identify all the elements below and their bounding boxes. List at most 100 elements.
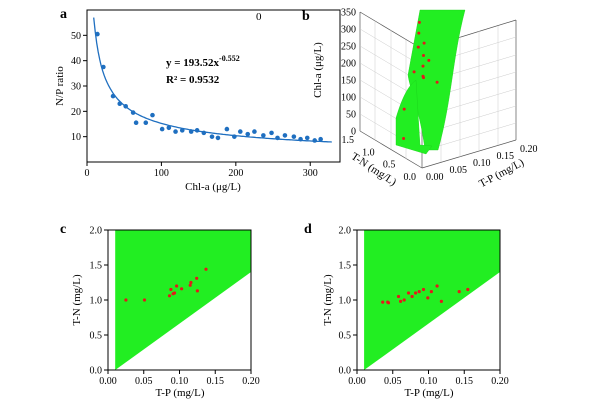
z-axis-title-b: Chl-a (μg/L)	[312, 42, 324, 98]
z-tick-label-b: 300	[341, 25, 356, 36]
data-point-c	[142, 298, 147, 302]
x-tick-label-a: 0	[85, 168, 90, 179]
data-point-a	[166, 125, 172, 131]
y-tick-label-c: 2.0	[90, 226, 103, 237]
y-tick-label-b: 0.00	[426, 172, 444, 183]
y-tick-label-d: 0.5	[339, 331, 352, 342]
y-tick-label-a: 40	[71, 56, 81, 67]
y-axis-title-a: N/P ratio	[54, 66, 66, 106]
x-tick-label-d: 0.05	[384, 376, 402, 387]
data-point-a	[282, 133, 288, 138]
data-points-b	[402, 20, 439, 140]
data-point-a	[201, 130, 207, 136]
data-point-a	[95, 31, 100, 37]
data-point-a	[150, 112, 155, 118]
data-point-b	[417, 31, 421, 35]
data-point-a	[123, 103, 128, 109]
data-point-a	[261, 133, 266, 138]
data-point-a	[159, 126, 165, 132]
data-point-a	[298, 136, 303, 142]
data-points-c	[124, 267, 208, 302]
z-tick-label-b: 50	[346, 110, 356, 121]
data-point-b	[417, 20, 421, 24]
data-point-b	[422, 54, 425, 57]
green-surface-lower	[395, 79, 433, 155]
data-point-a	[312, 138, 318, 143]
x-tick-label-d: 0.15	[456, 376, 474, 387]
z-tick-label-b: 150	[341, 76, 356, 87]
data-point-a	[232, 134, 237, 139]
x-tick-label-d: 0.10	[420, 376, 438, 387]
data-point-b	[427, 58, 431, 62]
y-axis-ticks-b: 0.00 0.05 0.10 0.15 0.20	[426, 144, 538, 183]
axis-ticks-a: 0 100 200 300 10 20 30 40 50	[71, 31, 318, 179]
panel-c-label: c	[60, 222, 66, 237]
data-point-c	[189, 280, 193, 285]
panel-d: d 0.00 0.05 0.10 0.15 0.20 0.0 0.5 1.0 1.5 2.0 T-…	[304, 222, 509, 399]
y-tick-label-a: 30	[71, 82, 81, 93]
data-point-a	[143, 120, 149, 126]
z-tick-label-b: 350	[341, 8, 356, 19]
data-point-d	[466, 287, 470, 292]
y-tick-label-b: 0.05	[450, 165, 468, 176]
y-tick-label-a: 10	[71, 132, 81, 143]
data-point-a	[237, 129, 243, 134]
x-axis-title-c: T-P (mg/L)	[156, 387, 205, 399]
x-axis-title-a: Chl-a (μg/L)	[185, 181, 241, 193]
data-point-a	[252, 129, 257, 134]
x-tick-label-b: 0.0	[404, 172, 417, 183]
x-axis-title-d: T-P (mg/L)	[405, 387, 454, 399]
z-tick-label-b: 100	[341, 93, 356, 104]
data-point-a	[194, 128, 200, 133]
data-point-d	[417, 290, 421, 294]
y-tick-label-a: 50	[71, 31, 81, 42]
x-tick-label-a: 100	[154, 168, 169, 179]
panel-a: a 0 0 100 200 300 10 20 30 40 50 y = 193.52x-0.5…	[54, 7, 341, 193]
data-point-d	[406, 291, 411, 295]
data-point-a	[110, 93, 116, 99]
data-point-a	[130, 110, 136, 115]
panel-c: c 0.00 0.05 0.10 0.15 0.20 0.0 0.5 1.0 1.5 2.0 T-…	[60, 222, 260, 399]
feasible-region-d	[364, 230, 500, 370]
data-point-b	[422, 41, 426, 45]
data-point-d	[410, 294, 414, 299]
panel-b: b	[302, 8, 538, 191]
y-tick-label-b: 0.20	[520, 144, 538, 155]
x-tick-label-b: 1.5	[342, 135, 355, 146]
y-tick-label-a: 20	[71, 107, 81, 118]
data-point-a	[188, 129, 194, 134]
data-point-d	[426, 296, 430, 300]
x-axis-ticks-b: 0.0 0.5 1.0 1.5	[342, 135, 417, 183]
data-point-d	[439, 299, 443, 303]
data-point-a	[269, 130, 274, 136]
y-tick-label-d: 2.0	[339, 226, 352, 237]
data-point-c	[195, 289, 199, 293]
data-point-b	[422, 76, 425, 80]
data-point-c	[175, 284, 179, 288]
x-tick-label-d: 0.20	[491, 376, 509, 387]
data-point-c	[167, 294, 172, 298]
panel-d-label: d	[304, 222, 312, 237]
x-tick-label-c: 0.10	[171, 376, 189, 387]
x-tick-label-b: 1.0	[362, 147, 375, 158]
y-tick-label-c: 1.5	[90, 261, 103, 272]
z-tick-label-b: 200	[341, 59, 356, 70]
data-point-d	[386, 301, 391, 305]
panel-b-label: b	[302, 9, 310, 24]
data-point-b	[402, 107, 406, 111]
data-point-c	[180, 287, 184, 291]
x-tick-label-c: 0.20	[242, 376, 260, 387]
data-points-d	[381, 284, 470, 305]
x-tick-label-c: 0.15	[207, 376, 225, 387]
x-tick-label-a: 300	[303, 168, 318, 179]
z-tick-label-b: 0	[351, 127, 356, 138]
y-tick-label-c: 0.0	[90, 366, 103, 377]
data-point-c	[124, 298, 128, 302]
axis-ticks-c: 0.00 0.05 0.10 0.15 0.20 0.0 0.5 1.0 1.5 2.0	[90, 226, 260, 388]
z-tick-label-b: 250	[341, 42, 356, 53]
data-point-a	[224, 126, 230, 132]
y-axis-title-d: T-N (mg/L)	[322, 274, 334, 326]
y-axis-title-c: T-N (mg/L)	[71, 274, 83, 326]
z-axis-ticks-b: 0 50 100 150 200 250 300 350	[341, 8, 356, 138]
